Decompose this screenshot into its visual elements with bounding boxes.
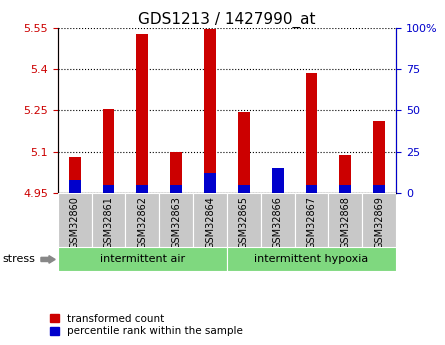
Text: GSM32868: GSM32868 [340, 196, 350, 249]
Text: GSM32860: GSM32860 [70, 196, 80, 249]
Title: GDS1213 / 1427990_at: GDS1213 / 1427990_at [138, 11, 316, 28]
Bar [125, 193, 159, 247]
Bar [261, 193, 295, 247]
Text: GSM32864: GSM32864 [205, 196, 215, 249]
Bar [328, 193, 362, 247]
Text: GSM32866: GSM32866 [273, 196, 283, 249]
Text: GSM32865: GSM32865 [239, 196, 249, 249]
Text: GSM32861: GSM32861 [104, 196, 113, 249]
Bar [159, 193, 193, 247]
Bar [227, 193, 261, 247]
Bar [306, 185, 317, 193]
Bar [204, 29, 216, 193]
Bar [69, 157, 81, 193]
Bar [295, 193, 328, 247]
Bar [340, 185, 351, 193]
Bar [170, 185, 182, 193]
Bar [306, 73, 317, 193]
Bar [373, 121, 385, 193]
Bar [227, 247, 396, 271]
Bar [137, 34, 148, 193]
Bar [137, 185, 148, 193]
Text: GSM32863: GSM32863 [171, 196, 181, 249]
Bar [103, 185, 114, 193]
Bar [373, 185, 385, 193]
Text: intermittent air: intermittent air [100, 254, 185, 264]
Text: intermittent hypoxia: intermittent hypoxia [255, 254, 368, 264]
Bar [103, 109, 114, 193]
Text: GSM32862: GSM32862 [138, 196, 147, 249]
Bar [204, 173, 216, 193]
Bar [272, 168, 283, 193]
Text: stress: stress [2, 255, 35, 264]
Bar [340, 155, 351, 193]
Text: GSM32869: GSM32869 [374, 196, 384, 249]
Text: GSM32867: GSM32867 [307, 196, 316, 249]
Bar [238, 112, 250, 193]
Legend: transformed count, percentile rank within the sample: transformed count, percentile rank withi… [50, 314, 243, 336]
Bar [362, 193, 396, 247]
Bar [272, 189, 283, 193]
Bar [170, 152, 182, 193]
Bar [58, 193, 92, 247]
Bar [92, 193, 125, 247]
Bar [238, 185, 250, 193]
Bar [193, 193, 227, 247]
Bar [69, 180, 81, 193]
Bar [58, 247, 227, 271]
